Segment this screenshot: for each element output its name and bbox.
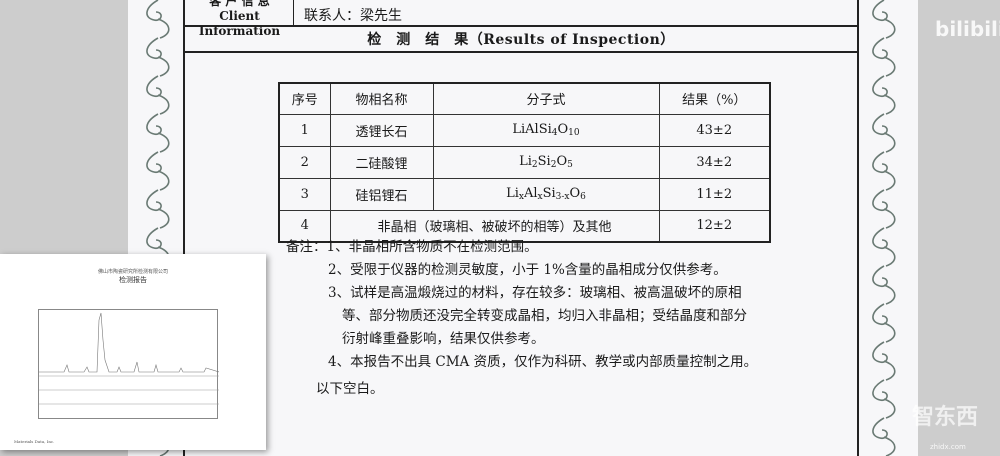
end-marker: 以下空白。: [316, 381, 384, 397]
cell-formula: LiAlSi4O10: [432, 113, 660, 147]
ornament-scroll: [872, 227, 896, 267]
note-2: 2、受限于仪器的检测灵敏度，小于 1%含量的晶相成分仅供参考。: [328, 262, 727, 278]
divider: [183, 51, 859, 53]
note-3-cont: 衍射峰重叠影响，结果仅供参考。: [342, 331, 545, 347]
ornament-scroll: [872, 37, 896, 77]
table-row: 2 二硅酸锂 Li2Si2O5 34±2: [278, 145, 771, 179]
cell-name: 硅铝锂石: [329, 177, 434, 211]
ornament-scroll: [872, 265, 896, 305]
right-ornament-border: [866, 0, 902, 456]
cell-result: 11±2: [658, 177, 771, 211]
note-3-cont: 等、部分物质还没完全转变成晶相，均归入非晶相；受结晶度和部分: [342, 308, 747, 324]
ornament-scroll: [146, 37, 170, 77]
inset-footer: Materials Data, Inc.: [14, 439, 55, 444]
zhidx-logo: 智东西: [912, 405, 979, 430]
ornament-scroll: [872, 341, 896, 381]
xrd-report-thumbnail: 佛山市陶瓷研究所检测有限公司 检测报告 Materials Data, Inc.: [0, 254, 266, 450]
table-row: 4 非晶相（玻璃相、被破坏的相等）及其他 12±2: [278, 209, 771, 243]
inset-title: 检测报告: [119, 276, 147, 284]
cell-name: 非晶相（玻璃相、被破坏的相等）及其他: [329, 209, 660, 243]
cell-name: 透锂长石: [329, 113, 434, 147]
report-frame: [183, 0, 859, 456]
ornament-scroll: [872, 303, 896, 343]
col-header: 分子式: [432, 82, 660, 115]
cell-result: 34±2: [658, 145, 771, 179]
cell-no: 2: [278, 145, 331, 179]
ornament-scroll: [146, 151, 170, 191]
cell-name: 二硅酸锂: [329, 145, 434, 179]
client-info-label: 客 户 信 息 Client Information: [186, 0, 294, 38]
cell-no: 3: [278, 177, 331, 211]
ornament-scroll: [146, 189, 170, 229]
ornament-scroll: [146, 113, 170, 153]
ornament-scroll: [872, 0, 896, 39]
inset-company: 佛山市陶瓷研究所检测有限公司: [97, 269, 168, 275]
cell-formula: Li2Si2O5: [432, 145, 660, 179]
ornament-scroll: [872, 151, 896, 191]
ornament-scroll: [872, 75, 896, 115]
zhidx-url: zhidx.com: [930, 443, 966, 451]
note-1: 备注：1、非晶相所含物质不在检测范围。: [286, 239, 538, 255]
ornament-scroll: [146, 0, 170, 39]
note-4: 4、本报告不出具 CMA 资质，仅作为科研、教学或内部质量控制之用。: [328, 354, 758, 370]
client-label-cn: 客 户 信 息: [209, 0, 270, 8]
col-header: 结果（%）: [658, 82, 771, 115]
client-label-en: Client Information: [198, 9, 281, 38]
results-title: 检 测 结 果（Results of Inspection）: [367, 32, 675, 48]
ornament-scroll: [146, 75, 170, 115]
ornament-graphic: [872, 0, 896, 456]
table-row: 3 硅铝锂石 LixAlxSi3-xO6 11±2: [278, 177, 771, 211]
divider: [183, 25, 859, 27]
contact-person: 联系人：梁先生: [304, 8, 402, 24]
cell-no: 1: [278, 113, 331, 147]
cell-result: 43±2: [658, 113, 771, 147]
xrd-pattern-chart: [38, 309, 220, 419]
remarks: 备注：1、非晶相所含物质不在检测范围。 2、受限于仪器的检测灵敏度，小于 1%含…: [286, 236, 757, 401]
ornament-scroll: [872, 113, 896, 153]
bilibili-watermark: bilibili: [935, 17, 1000, 41]
table-header-row: 序号 物相名称 分子式 结果（%）: [278, 82, 771, 115]
col-header: 序号: [278, 82, 331, 115]
cell-formula: LixAlxSi3-xO6: [432, 177, 660, 211]
xrd-pattern-graphic: [39, 312, 220, 405]
cell-no: 4: [278, 209, 331, 243]
ornament-scroll: [872, 417, 896, 456]
note-3: 3、试样是高温煅烧过的材料，存在较多：玻璃相、被高温破坏的原相: [328, 285, 742, 301]
table-row: 1 透锂长石 LiAlSi4O10 43±2: [278, 113, 771, 147]
ornament-scroll: [872, 379, 896, 419]
cell-result: 12±2: [658, 209, 771, 243]
ornament-scroll: [872, 189, 896, 229]
col-header: 物相名称: [329, 82, 434, 115]
